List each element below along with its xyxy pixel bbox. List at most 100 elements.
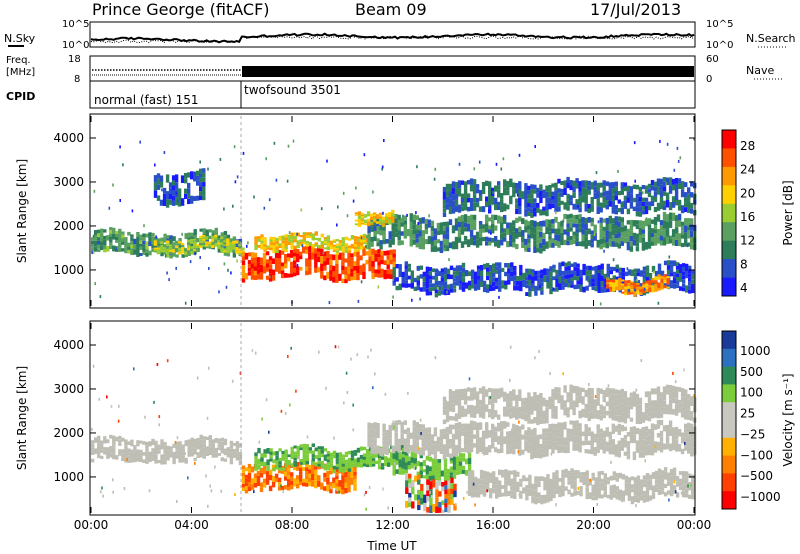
- velocity-cell: [145, 444, 149, 449]
- velocity-cell: [287, 479, 291, 483]
- velocity-cell: [352, 403, 354, 407]
- power-cell: [302, 242, 306, 245]
- velocity-cell: [449, 469, 454, 473]
- velocity-cell: [617, 415, 621, 423]
- power-cell: [584, 236, 588, 243]
- velocity-cell: [247, 468, 252, 473]
- velocity-cell: [662, 393, 667, 401]
- power-cell: [272, 242, 276, 246]
- velocity-cell: [184, 452, 186, 455]
- velocity-cell: [684, 432, 688, 438]
- velocity-cell: [482, 481, 487, 486]
- power-cell: [531, 272, 535, 277]
- power-cell: [177, 241, 182, 244]
- power-cell: [355, 186, 357, 190]
- power-cell: [660, 286, 664, 290]
- power-cell: [536, 226, 540, 231]
- velocity-cell: [567, 489, 571, 495]
- velocity-cell: [545, 432, 549, 437]
- velocity-cell: [311, 454, 315, 458]
- velocity-cell: [539, 417, 543, 424]
- power-cell: [275, 250, 279, 253]
- power-cell: [479, 265, 484, 271]
- power-cell: [530, 220, 534, 227]
- velocity-cell: [154, 445, 158, 450]
- power-cell: [491, 238, 495, 243]
- velocity-cell: [518, 412, 522, 419]
- velocity-cell: [299, 478, 303, 482]
- power-cell: [121, 231, 125, 235]
- velocity-cell: [305, 482, 309, 487]
- velocity-cell: [585, 493, 589, 500]
- velocity-cell: [668, 407, 673, 415]
- power-cell: [326, 257, 330, 265]
- power-cell: [560, 188, 564, 193]
- velocity-cell: [368, 485, 371, 489]
- velocity-cell: [384, 459, 388, 463]
- velocity-cell: [371, 463, 376, 467]
- power-cell: [335, 254, 339, 260]
- power-cell: [338, 273, 342, 281]
- power-cell: [430, 246, 435, 252]
- velocity-cell: [527, 392, 531, 399]
- power-cell: [268, 273, 273, 278]
- power-cell: [663, 260, 668, 266]
- velocity-cell: [265, 398, 268, 402]
- velocity-cell: [448, 389, 453, 394]
- velocity-cell: [426, 496, 430, 502]
- power-cell: [305, 235, 309, 238]
- power-cell: [363, 215, 368, 218]
- velocity-cell: [495, 477, 499, 485]
- power-cell: [230, 271, 232, 275]
- y-tick-label: 3000: [53, 175, 84, 189]
- velocity-cell: [560, 395, 564, 403]
- velocity-cell: [629, 405, 634, 410]
- velocity-cell: [551, 398, 555, 404]
- power-cell: [531, 283, 535, 288]
- power-cell: [260, 243, 264, 247]
- velocity-cell: [545, 428, 549, 433]
- velocity-cell: [437, 463, 442, 467]
- freq-tick-top: 18: [68, 54, 81, 65]
- power-cell: [421, 236, 425, 243]
- power-cell: [481, 224, 486, 229]
- velocity-cell: [630, 496, 635, 501]
- power-cell: [130, 244, 134, 249]
- power-cell: [681, 279, 686, 284]
- velocity-cell: [491, 423, 495, 430]
- power-cell: [284, 258, 288, 264]
- power-cell: [136, 232, 140, 237]
- velocity-cell: [467, 470, 472, 476]
- power-cell: [492, 268, 496, 273]
- velocity-cell: [636, 475, 641, 481]
- velocity-cell: [457, 422, 462, 430]
- power-cell: [260, 237, 264, 241]
- power-cell: [693, 137, 695, 141]
- velocity-cell: [610, 460, 612, 464]
- velocity-colorbar-frame: [721, 330, 737, 510]
- velocity-cell: [254, 459, 258, 464]
- power-cell: [437, 280, 442, 286]
- velocity-cell: [441, 509, 445, 513]
- velocity-cell: [575, 443, 579, 451]
- power-cell: [326, 159, 328, 163]
- power-cell: [657, 274, 661, 278]
- power-cell: [281, 243, 285, 246]
- velocity-cell: [284, 471, 288, 477]
- power-cell: [299, 239, 303, 242]
- velocity-cell: [497, 414, 501, 420]
- power-cell: [235, 240, 239, 244]
- velocity-cell: [596, 414, 600, 420]
- power-cell: [576, 276, 580, 281]
- velocity-cell: [636, 491, 641, 498]
- velocity-cell: [539, 434, 543, 440]
- power-cell: [590, 230, 594, 235]
- power-cell: [448, 191, 453, 199]
- velocity-cell: [596, 410, 600, 415]
- power-cell: [445, 203, 450, 210]
- velocity-cell: [196, 443, 200, 447]
- velocity-cell: [460, 423, 465, 428]
- velocity-cell: [536, 434, 540, 443]
- velocity-cell: [636, 486, 641, 492]
